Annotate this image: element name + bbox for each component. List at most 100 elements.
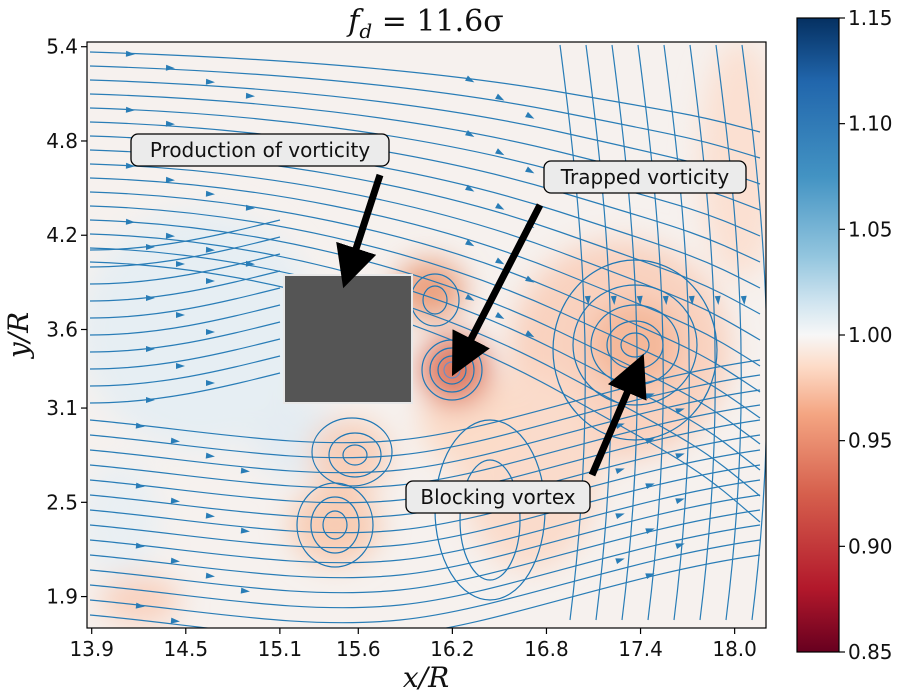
streamline: [89, 389, 761, 474]
streamline: [89, 304, 281, 336]
streamline: [89, 65, 761, 159]
stream-arrow: [165, 232, 175, 239]
streamline: [637, 44, 664, 621]
annotation-arrow: [451, 203, 544, 377]
stream-arrow: [125, 106, 135, 113]
stream-arrow: [240, 587, 250, 594]
streamline: [89, 449, 761, 534]
annotation-box: [543, 160, 747, 194]
colorbar-tick-label: 1.00: [848, 323, 893, 347]
y-tick-label: 3.1: [46, 396, 78, 420]
stream-arrow: [688, 295, 695, 305]
stream-arrow: [495, 93, 505, 101]
x-tick-label: 16.8: [524, 637, 569, 661]
y-tick-label: 4.8: [46, 129, 78, 153]
annotation-arrow: [588, 353, 647, 477]
streamline: [89, 404, 761, 489]
x-tick-label: 16.2: [430, 637, 475, 661]
x-tick-label: 15.1: [258, 637, 303, 661]
annotation-box: [130, 133, 390, 167]
streamline: [89, 321, 281, 353]
colorbar-ticks: 0.85 0.90 0.95 1.00 1.05 1.10 1.15: [839, 6, 893, 664]
streamline: [89, 287, 281, 319]
stream-arrow: [615, 513, 625, 520]
plot-area: [87, 42, 773, 628]
x-tick-label: 17.4: [618, 637, 663, 661]
y-tick-label: 1.9: [46, 585, 78, 609]
y-tick-label: 4.2: [46, 223, 78, 247]
x-tick-label: 18.0: [712, 637, 757, 661]
stream-arrow: [145, 397, 155, 403]
stream-arrow: [145, 244, 155, 250]
stream-arrow: [170, 617, 180, 624]
annotation-blocking: Blocking vortex: [405, 353, 647, 514]
annotation-text: Blocking vortex: [420, 485, 575, 509]
stream-arrow: [645, 393, 655, 400]
streamline: [689, 44, 716, 621]
chart-title: fd = 11.6σ: [346, 4, 503, 43]
streamline: [89, 163, 761, 341]
stream-arrow: [240, 527, 250, 534]
x-axis-label: x/R: [403, 661, 449, 694]
stream-arrow: [205, 78, 215, 85]
stream-arrow: [125, 162, 135, 169]
annotation-trapped: Trapped vorticity: [451, 160, 747, 377]
stream-arrow: [205, 452, 215, 459]
stream-arrow: [495, 312, 505, 319]
stream-arrow: [170, 437, 180, 444]
stream-arrow: [645, 438, 655, 445]
stream-arrow: [175, 363, 185, 369]
stream-arrow: [465, 130, 475, 137]
stream-arrow: [675, 453, 685, 460]
streamline: [89, 219, 281, 251]
axes-frame: [86, 41, 767, 629]
colorbar-gradient: [796, 17, 840, 653]
stream-arrow: [767, 296, 773, 305]
colorbar-tick-label: 1.05: [848, 217, 893, 241]
streamline: [585, 44, 612, 621]
streamline: [663, 44, 690, 621]
stream-arrow: [205, 380, 215, 386]
streamline: [89, 51, 761, 133]
stream-arrow: [165, 120, 175, 127]
stream-arrow: [495, 148, 505, 156]
streamline: [89, 509, 761, 594]
stream-arrow: [465, 75, 475, 83]
streamline: [89, 554, 761, 628]
stream-arrow: [135, 542, 145, 549]
stream-arrow: [170, 557, 180, 564]
stream-arrow: [125, 50, 135, 57]
streamline: [89, 494, 761, 579]
stream-arrow: [165, 176, 175, 183]
streamline: [89, 539, 761, 624]
streamline: [89, 270, 281, 302]
stream-arrow: [465, 239, 475, 247]
stream-arrow: [525, 275, 535, 283]
stream-arrow: [525, 111, 535, 119]
stream-arrow: [525, 166, 535, 174]
y-tick-label: 5.4: [46, 35, 78, 59]
stream-arrow: [662, 295, 669, 305]
colorbar-tick-label: 0.90: [848, 534, 893, 558]
streamline: [715, 44, 742, 621]
stream-arrow: [165, 64, 175, 71]
stream-arrow: [135, 422, 145, 429]
y-axis-label: y/R: [2, 312, 35, 360]
stream-arrow: [584, 295, 591, 305]
streamline: [89, 372, 281, 404]
stream-arrow: [170, 497, 180, 504]
streamline: [89, 479, 761, 564]
streamline: [559, 44, 586, 621]
stream-arrow: [205, 329, 215, 335]
x-tick-label: 14.5: [164, 637, 209, 661]
stream-arrow: [205, 572, 215, 579]
x-tick-label: 13.9: [69, 637, 114, 661]
streamline: [89, 236, 281, 268]
annotation-text: Production of vorticity: [150, 138, 370, 162]
stream-arrow: [145, 295, 155, 301]
stream-arrow: [245, 92, 255, 99]
stream-arrow: [465, 184, 475, 192]
stream-arrow: [205, 190, 215, 197]
annotation-text: Trapped vorticity: [560, 165, 730, 189]
stream-arrow: [615, 468, 625, 475]
